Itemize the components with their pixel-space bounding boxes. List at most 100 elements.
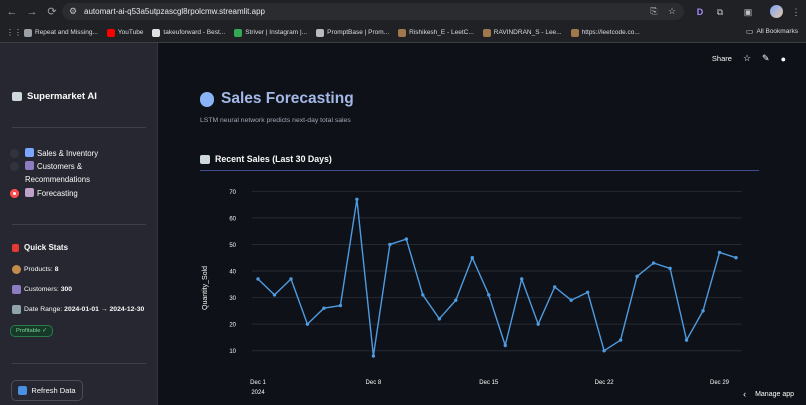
- radio-button[interactable]: [10, 162, 19, 171]
- bookmark-item[interactable]: RAVINDRAN_S - Lee...: [482, 28, 562, 37]
- data-point: [520, 277, 524, 281]
- page-title: Sales Forecasting: [200, 90, 354, 108]
- install-icon[interactable]: ⎘: [650, 6, 658, 16]
- manage-app-button[interactable]: ‹ Manage app: [743, 389, 794, 399]
- address-bar[interactable]: ⚙ automart-ai-q53a5utpzascgl8rpolcmw.str…: [62, 3, 684, 20]
- extension-d-icon[interactable]: D: [696, 7, 704, 17]
- nav-sales-inventory[interactable]: Sales & Inventory: [10, 147, 98, 160]
- stat-date-range: Date Range: 2024-01-01 → 2024-12-30: [12, 305, 144, 314]
- all-bookmarks-button[interactable]: ▭ All Bookmarks: [746, 27, 798, 36]
- x-tick-label: Dec 22: [595, 380, 615, 386]
- users-icon: [25, 161, 34, 170]
- sidebar: Supermarket AI Sales & Inventory Custome…: [0, 43, 158, 405]
- data-point: [256, 277, 260, 281]
- y-tick-label: 40: [229, 270, 236, 276]
- main-content: Share ☆ ✎ ● Sales Forecasting LSTM neura…: [158, 43, 806, 405]
- bookmark-item[interactable]: Repeat and Missing...: [24, 28, 98, 37]
- tab-search-icon[interactable]: ▣: [743, 6, 753, 17]
- data-point: [684, 338, 689, 342]
- bookmark-label: PromptBase | Prom...: [327, 29, 390, 36]
- pin-icon: [12, 243, 19, 252]
- head-icon: [200, 91, 214, 107]
- bookmark-item[interactable]: PromptBase | Prom...: [316, 28, 390, 37]
- nav-label: Forecasting: [25, 187, 78, 200]
- data-point: [635, 274, 639, 279]
- star-icon[interactable]: ☆: [742, 53, 752, 63]
- site-info-icon[interactable]: ⚙: [68, 6, 78, 16]
- x-tick-label: Dec 29: [710, 380, 730, 386]
- bookmark-label: Repeat and Missing...: [35, 29, 98, 36]
- crystal-ball-icon: [25, 188, 34, 197]
- section-divider: [200, 170, 759, 171]
- data-point: [355, 197, 359, 201]
- data-point: [602, 349, 606, 353]
- radio-button[interactable]: [10, 149, 19, 158]
- y-tick-label: 70: [229, 190, 236, 196]
- bookmark-label: takeuforward - Best...: [163, 29, 226, 36]
- bookmark-item[interactable]: Striver | Instagram |...: [234, 28, 307, 37]
- app-toolbar: Share ☆ ✎ ●: [712, 53, 786, 64]
- nav-label: Customers & Recommendations: [25, 161, 91, 184]
- data-point: [651, 261, 656, 265]
- edit-icon[interactable]: ✎: [762, 53, 770, 63]
- back-icon[interactable]: ←: [6, 5, 18, 18]
- refresh-icon: [18, 386, 28, 395]
- data-point: [454, 298, 458, 302]
- data-point: [470, 256, 474, 260]
- menu-icon[interactable]: ⋮: [791, 6, 801, 17]
- bookmark-label: Rishikesh_E - LeetC...: [409, 29, 474, 36]
- data-point: [618, 338, 623, 342]
- divider: [12, 127, 146, 128]
- refresh-data-button[interactable]: Refresh Data: [11, 380, 83, 401]
- data-point: [322, 306, 326, 310]
- divider: [12, 224, 146, 225]
- x-axis-ticks: Dec 1 Dec 8 Dec 15 Dec 22 Dec 29 2024: [250, 380, 730, 396]
- profile-avatar[interactable]: [770, 5, 783, 18]
- bookmark-item[interactable]: Rishikesh_E - LeetC...: [398, 28, 474, 37]
- github-icon[interactable]: ●: [780, 53, 786, 64]
- bookmark-label: RAVINDRAN_S - Lee...: [493, 29, 562, 36]
- youtube-icon: [106, 28, 115, 37]
- data-point: [668, 266, 672, 271]
- data-point: [487, 293, 491, 297]
- data-point: [437, 317, 442, 321]
- nav-forecasting[interactable]: Forecasting: [10, 187, 78, 200]
- bookmark-icon: [234, 28, 243, 37]
- all-bookmarks-label: All Bookmarks: [756, 28, 798, 35]
- data-point: [421, 293, 425, 297]
- forward-icon[interactable]: →: [26, 5, 38, 18]
- bookmark-item[interactable]: YouTube: [106, 28, 143, 37]
- url-text: automart-ai-q53a5utpzascgl8rpolcmw.strea…: [84, 7, 265, 16]
- extensions-icon[interactable]: ⧉: [716, 6, 724, 17]
- divider: [12, 363, 146, 364]
- apps-icon[interactable]: ⋮⋮: [6, 28, 22, 37]
- reload-icon[interactable]: ⟳: [47, 6, 57, 18]
- cookie-icon: [12, 265, 21, 274]
- bookmark-item[interactable]: https://leetcode.co...: [570, 28, 640, 37]
- data-point: [272, 293, 277, 297]
- y-tick-label: 30: [229, 296, 236, 302]
- data-point: [569, 298, 573, 302]
- nav-customers[interactable]: Customers & Recommendations: [10, 160, 130, 186]
- status-badge: Profitable ✓: [10, 325, 53, 337]
- sidebar-title: Supermarket AI: [12, 91, 97, 102]
- nav-label: Sales & Inventory: [25, 147, 98, 160]
- data-point: [585, 290, 590, 294]
- radio-button-selected[interactable]: [10, 189, 19, 198]
- bookmark-item[interactable]: takeuforward - Best...: [152, 28, 226, 37]
- data-point: [404, 237, 409, 241]
- stat-products: Products: 8: [12, 265, 59, 274]
- bookmark-icon: [570, 28, 579, 37]
- y-tick-label: 10: [229, 349, 236, 355]
- y-tick-label: 60: [229, 216, 236, 222]
- chevron-left-icon: ‹: [743, 389, 747, 399]
- share-button[interactable]: Share: [711, 54, 732, 63]
- chart-grid: [252, 190, 742, 352]
- bookmark-icon: [482, 28, 491, 37]
- data-point: [734, 256, 738, 260]
- x-tick-label: Dec 1: [250, 380, 266, 386]
- y-tick-label: 20: [229, 323, 236, 329]
- star-icon[interactable]: ☆: [667, 6, 677, 16]
- data-point: [552, 285, 557, 289]
